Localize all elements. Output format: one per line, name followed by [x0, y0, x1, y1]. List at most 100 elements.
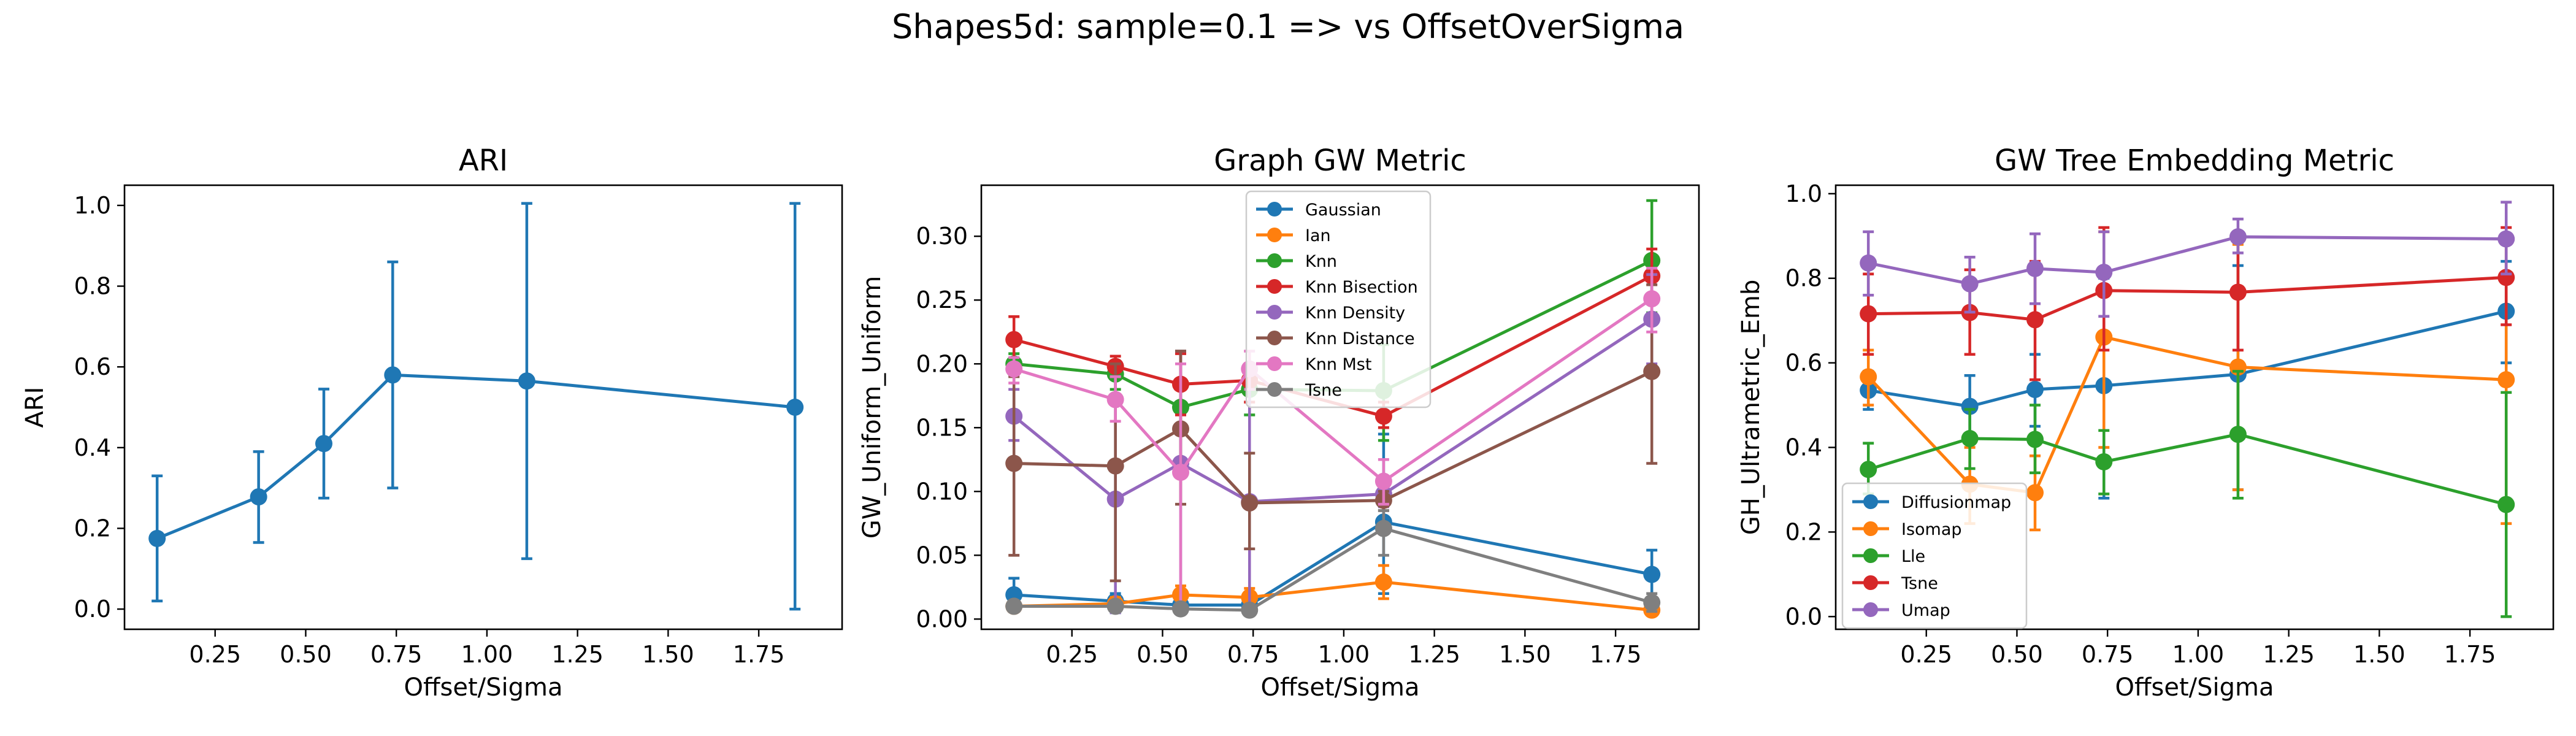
data-point — [1005, 454, 1023, 472]
x-tick-label: 0.75 — [1227, 641, 1279, 668]
x-tick-label: 0.25 — [1046, 641, 1098, 668]
data-point — [1172, 464, 1189, 481]
data-point — [1860, 368, 1877, 386]
data-point — [2026, 259, 2044, 277]
legend-entry: Tsne — [1852, 574, 1938, 593]
legend-label: Tsne — [1901, 574, 1938, 593]
legend-label: Tsne — [1305, 381, 1342, 400]
y-tick-label: 0.4 — [1785, 434, 1822, 461]
data-point — [1106, 391, 1124, 408]
x-tick-label: 0.25 — [1900, 641, 1952, 668]
series-line — [1013, 318, 1653, 504]
series-lle — [1860, 370, 2515, 618]
data-point — [1241, 601, 1259, 619]
series-line — [1868, 235, 2507, 286]
legend-entry: Isomap — [1852, 520, 1962, 539]
y-axis-label: GW_Uniform_Uniform — [858, 276, 886, 539]
legend-entry: Tsne — [1256, 381, 1342, 400]
legend-marker — [1267, 305, 1282, 320]
data-point — [1005, 360, 1023, 378]
y-tick-label: 0.6 — [74, 353, 111, 380]
x-axis-label: Offset/Sigma — [2115, 673, 2274, 702]
legend-entry: Ian — [1256, 226, 1331, 245]
legend-entry: Knn Bisection — [1256, 278, 1418, 297]
x-tick-label: 1.25 — [551, 641, 604, 668]
legend-label: Knn Density — [1305, 304, 1405, 323]
data-point — [1860, 305, 1877, 323]
y-tick-label: 0.0 — [74, 596, 111, 623]
x-tick-label: 0.75 — [2082, 641, 2134, 668]
series-tsne — [1005, 509, 1661, 619]
panel-title: GW Tree Embedding Metric — [1995, 144, 2394, 178]
y-tick-label: 0.25 — [916, 286, 968, 313]
x-tick-label: 1.50 — [642, 641, 694, 668]
data-point — [2095, 453, 2113, 470]
legend-box — [1841, 482, 2028, 629]
legend-label: Knn Distance — [1305, 329, 1415, 348]
x-tick-label: 1.50 — [1499, 641, 1551, 668]
data-point — [1005, 597, 1023, 615]
figure-title: Shapes5d: sample=0.1 => vs OffsetOverSig… — [892, 7, 1684, 46]
series-line — [1014, 520, 1652, 607]
y-tick-label: 0.20 — [916, 350, 968, 377]
data-point — [250, 488, 267, 506]
data-point — [2497, 230, 2515, 248]
legend-label: Lle — [1901, 547, 1925, 566]
y-tick-label: 0.8 — [74, 273, 111, 300]
series-line — [1014, 580, 1652, 612]
chart-panel-2: Graph GW Metric 0.25 0.50 0.75 1.00 1.25 1.50 1… — [858, 144, 1700, 702]
legend-label: Knn Mst — [1305, 355, 1371, 374]
data-point — [315, 435, 332, 453]
legend-label: Knn Bisection — [1305, 278, 1418, 297]
y-tick-label: 1.0 — [1785, 180, 1822, 207]
y-axis-label: GH_Ultrametric_Emb — [1737, 280, 1765, 535]
legend-entry: Umap — [1852, 601, 1950, 620]
chart-panel-1: ARI 0.25 0.50 0.75 1.00 1.25 1.50 1.75 0.0 0.2 0.4… — [21, 144, 843, 702]
data-point — [1374, 472, 1392, 490]
legend-label: Ian — [1305, 226, 1331, 245]
data-point — [1374, 519, 1392, 537]
data-point — [384, 366, 402, 384]
data-point — [2229, 426, 2247, 443]
x-tick-label: 1.75 — [733, 641, 785, 668]
legend-entry: Lle — [1852, 547, 1925, 566]
data-point — [1374, 407, 1392, 425]
x-tick-label: 1.00 — [461, 641, 513, 668]
data-point — [1643, 290, 1661, 308]
legend-marker — [1267, 331, 1282, 345]
legend-label: Diffusionmap — [1901, 493, 2011, 512]
series-line — [1868, 432, 2507, 507]
data-point — [1241, 494, 1259, 512]
data-point — [518, 372, 535, 390]
x-tick-label: 0.50 — [280, 641, 332, 668]
legend-marker — [1267, 228, 1282, 242]
y-tick-label: 0.8 — [1785, 265, 1822, 292]
legend-entry: Knn Distance — [1256, 329, 1415, 348]
panel-title: ARI — [459, 144, 508, 178]
series-line — [1014, 527, 1652, 612]
data-point — [1106, 457, 1124, 475]
y-axis-label: ARI — [21, 387, 49, 428]
series-line — [1014, 370, 1653, 505]
series-line — [1868, 275, 2507, 321]
legend-marker — [1267, 356, 1282, 371]
y-tick-label: 0.0 — [1785, 603, 1822, 630]
data-point — [1643, 362, 1661, 380]
y-tick-label: 0.2 — [74, 515, 111, 542]
x-tick-label: 1.00 — [2172, 641, 2225, 668]
series-1 — [148, 202, 804, 611]
data-point — [1961, 275, 1979, 293]
y-tick-label: 0.2 — [1785, 518, 1822, 545]
x-tick-label: 0.25 — [189, 641, 241, 668]
data-point — [1643, 565, 1661, 583]
x-axis-label: Offset/Sigma — [404, 673, 562, 702]
x-axis-label: Offset/Sigma — [1260, 673, 1419, 702]
legend-entry: Knn — [1256, 252, 1337, 271]
data-point — [2497, 496, 2515, 513]
legend-box — [1245, 190, 1432, 408]
x-tick-label: 1.50 — [2353, 641, 2405, 668]
y-tick-label: 0.05 — [916, 542, 968, 569]
legend-marker — [1267, 279, 1282, 294]
